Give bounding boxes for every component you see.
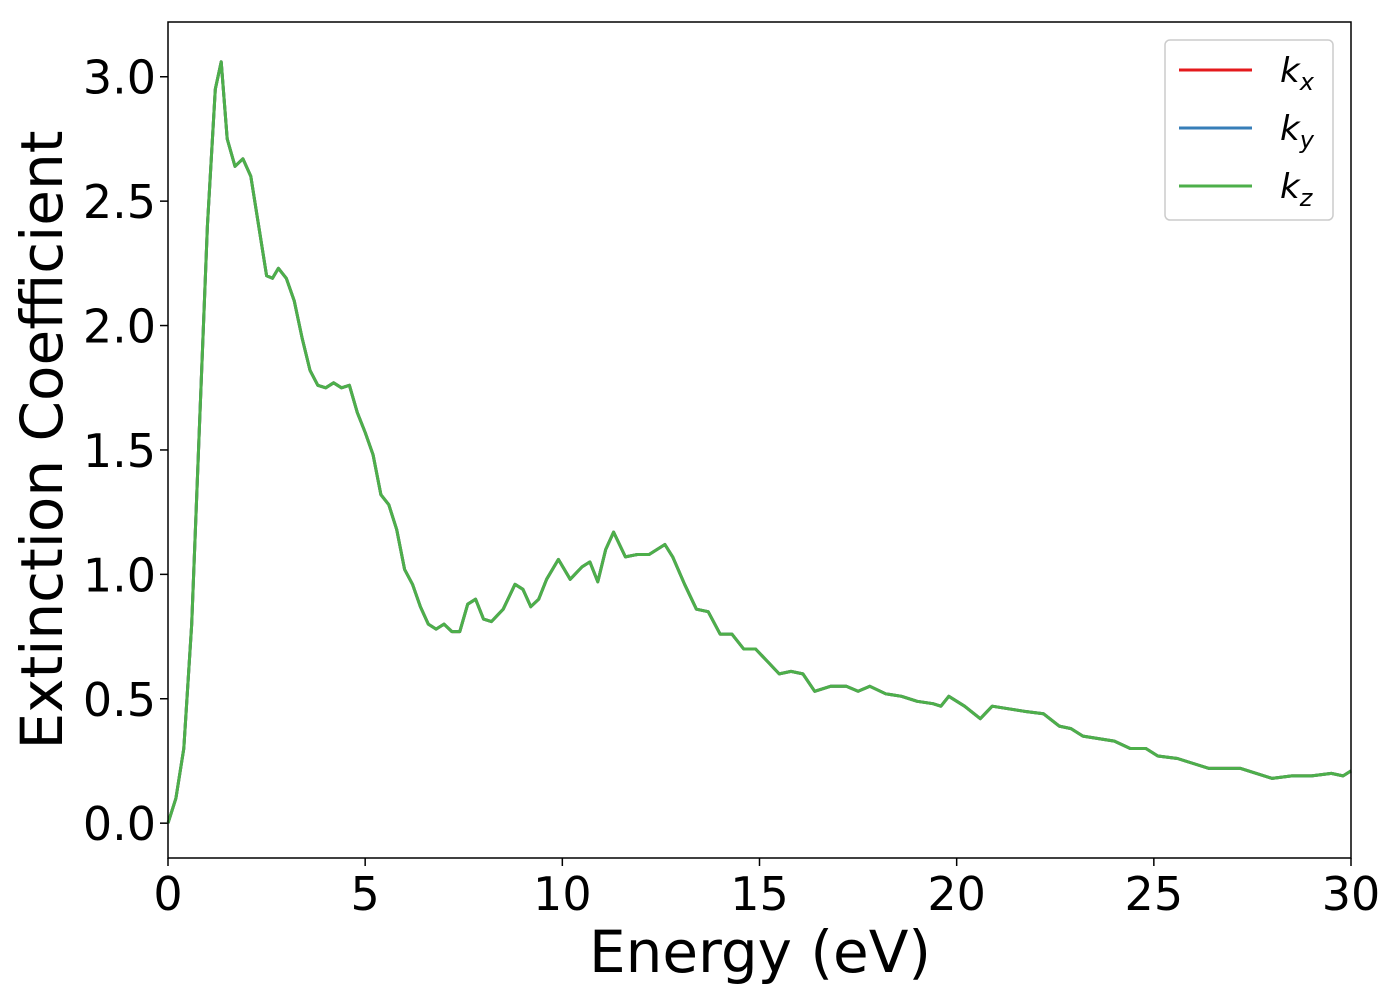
y-tick-label: 1.5	[83, 424, 156, 478]
x-axis-label: Energy (eV)	[589, 918, 931, 986]
y-tick-label: 1.0	[83, 548, 156, 602]
line-series	[166, 60, 1352, 824]
x-tick-label: 30	[1322, 867, 1381, 921]
x-tick-label: 15	[730, 867, 789, 921]
y-tick-label: 0.5	[83, 673, 156, 727]
legend-label: kx	[1280, 51, 1315, 96]
legend-label: kz	[1280, 167, 1314, 212]
y-tick-label: 2.0	[83, 300, 156, 354]
x-tick-label: 5	[351, 867, 380, 921]
y-tick-label: 0.0	[83, 797, 156, 851]
legend-box	[1164, 39, 1334, 221]
legend: kx ky kz	[1164, 39, 1334, 221]
y-tick-label: 3.0	[83, 51, 156, 105]
x-tick-label: 0	[153, 867, 182, 921]
y-tick-label: 2.5	[83, 175, 156, 229]
y-axis-label: Extinction Coefficient	[8, 131, 76, 750]
x-tick-label: 25	[1125, 867, 1184, 921]
plot-frame	[167, 21, 1352, 859]
x-tick-label: 10	[533, 867, 592, 921]
legend-label: ky	[1280, 109, 1315, 154]
x-tick-label: 20	[927, 867, 986, 921]
